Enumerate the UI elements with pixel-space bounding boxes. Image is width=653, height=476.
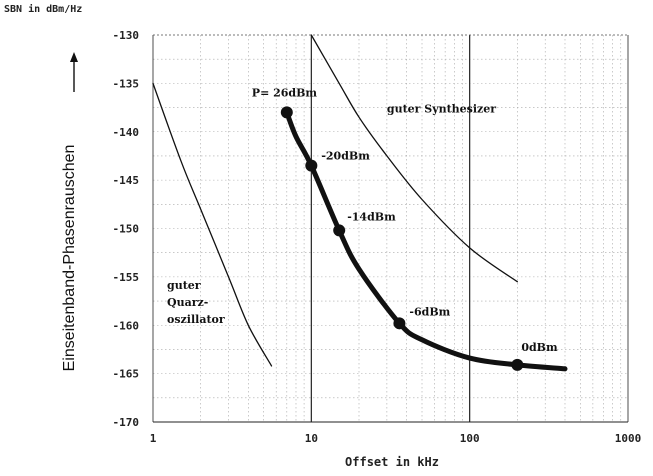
point-label: -6dBm [409, 305, 450, 318]
quartz-label-line: oszillator [167, 313, 225, 326]
point-label: 0dBm [521, 341, 558, 354]
y-axis-label: Einseitenband-Phasenrauschen [61, 145, 78, 372]
data-point [280, 106, 293, 119]
y-tick-label: -145 [113, 174, 140, 187]
point-label: P= 26dBm [252, 86, 318, 99]
point-label: -14dBm [347, 210, 396, 223]
y-tick-label: -155 [113, 271, 140, 284]
y-tick-label: -170 [113, 416, 140, 429]
data-point [511, 358, 524, 371]
point-label: -20dBm [321, 150, 370, 163]
tick-labels: -130 -135 -140 -145 -150 -155 -160 -165 -170 1 10 1… [113, 29, 642, 445]
x-tick-label: 100 [460, 432, 480, 445]
series-line-2 [284, 109, 568, 372]
data-point [305, 159, 318, 172]
y-tick-label: -165 [113, 368, 140, 381]
y-tick-label: -140 [113, 126, 140, 139]
y-axis-arrow-icon [70, 52, 78, 92]
data-point [333, 224, 346, 237]
points-layer [280, 106, 524, 371]
y-tick-label: -160 [113, 319, 140, 332]
x-tick-label: 1000 [615, 432, 642, 445]
x-tick-label: 1 [150, 432, 157, 445]
annotations-layer: P= 26dBm -20dBm -14dBm -6dBm 0dBm guter Synth… [167, 86, 558, 354]
series-line-1 [310, 34, 518, 283]
unit-label: SBN in dBm/Hz [4, 3, 82, 15]
data-point [393, 317, 406, 330]
y-tick-label: -130 [113, 29, 140, 42]
y-tick-label: -135 [113, 77, 140, 90]
annotation-label: guter Synthesizer [387, 102, 496, 115]
quartz-label-line: guter [167, 279, 201, 292]
series-layer [152, 34, 568, 372]
quartz-label-line: Quarz- [167, 296, 208, 309]
minor-grid [153, 34, 628, 423]
y-tick-label: -150 [113, 223, 140, 236]
x-tick-label: 10 [305, 432, 318, 445]
x-axis-label: Offset in kHz [345, 455, 439, 469]
series-line-0 [152, 82, 273, 367]
